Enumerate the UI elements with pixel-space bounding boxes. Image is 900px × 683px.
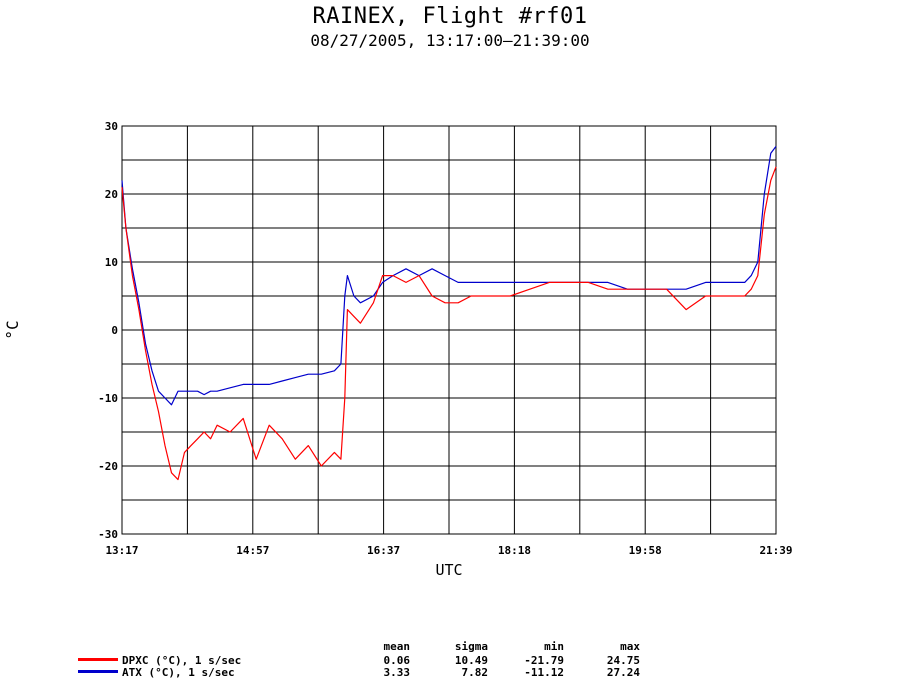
stat-atx-max: 27.24 <box>606 666 640 679</box>
y-axis-label: °C <box>3 320 22 339</box>
stat-dpxc-mean: 0.06 <box>383 654 411 667</box>
legend-label-dpxc: DPXC (°C), 1 s/sec <box>122 654 242 667</box>
stat-dpxc-min: -21.79 <box>524 654 564 667</box>
stat-dpxc-max: 24.75 <box>606 654 640 667</box>
stat-atx-min: -11.12 <box>524 666 564 679</box>
stat-atx-mean: 3.33 <box>383 666 411 679</box>
stats-header-max: max <box>620 640 640 653</box>
legend-label-atx: ATX (°C), 1 s/sec <box>122 666 235 679</box>
x-tick-label: 13:17 <box>105 544 138 557</box>
x-tick-label: 16:37 <box>367 544 400 557</box>
y-tick-label: -30 <box>98 528 118 541</box>
y-tick-label: -20 <box>98 460 118 473</box>
x-tick-label: 19:58 <box>629 544 662 557</box>
stat-atx-sigma: 7.82 <box>461 666 489 679</box>
y-tick-label: 0 <box>111 324 118 337</box>
y-tick-labels: 30 20 10 0 -10 -20 -30 <box>98 120 118 541</box>
x-tick-label: 14:57 <box>236 544 269 557</box>
stats-header-sigma: sigma <box>454 640 488 653</box>
chart-title: RAINEX, Flight #rf01 <box>312 4 588 29</box>
legend-swatch-atx <box>78 670 118 673</box>
y-tick-label: 10 <box>105 256 118 269</box>
series-line-dpxc <box>121 166 777 481</box>
y-tick-label: 20 <box>105 188 118 201</box>
series-lines <box>121 146 777 481</box>
chart-subtitle: 08/27/2005, 13:17:00–21:39:00 <box>310 31 590 50</box>
stats-header-min: min <box>544 640 564 653</box>
y-tick-label: -10 <box>98 392 118 405</box>
x-tick-labels: 13:17 14:57 16:37 18:18 19:58 21:39 <box>105 544 792 557</box>
legend-swatch-dpxc <box>78 658 118 661</box>
x-axis-label: UTC <box>435 561 462 579</box>
x-tick-label: 18:18 <box>498 544 531 557</box>
stats-header-mean: mean <box>383 640 411 653</box>
y-tick-label: 30 <box>105 120 118 133</box>
grid-lines <box>122 126 776 534</box>
stat-dpxc-sigma: 10.49 <box>454 654 488 667</box>
x-tick-label: 21:39 <box>759 544 792 557</box>
